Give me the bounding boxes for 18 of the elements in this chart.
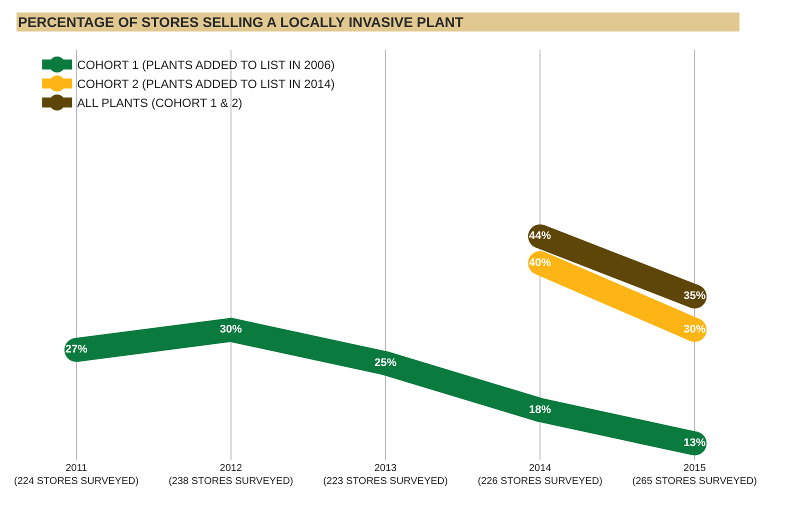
data-label: 13% (684, 437, 706, 450)
data-label: 35% (684, 290, 706, 302)
legend-label: ALL PLANTS (COHORT 1 & 2) (77, 96, 242, 110)
legend-label: COHORT 1 (PLANTS ADDED TO LIST IN 2006) (77, 58, 335, 72)
data-label: 25% (374, 357, 397, 370)
legend-label: COHORT 2 (PLANTS ADDED TO LIST IN 2014) (77, 77, 335, 92)
x-tick-label: 2013 (223 STORES SURVEYED) (323, 463, 448, 487)
x-tick-label: 2011 (224 STORES SURVEYED) (14, 463, 139, 487)
x-tick-label: 2015 (265 STORES SURVEYED) (632, 463, 757, 487)
chart-title: PERCENTAGE OF STORES SELLING A LOCALLY INVASIVE PLANT (18, 14, 464, 30)
data-label: 30% (684, 324, 706, 336)
data-label: 40% (529, 256, 552, 269)
x-tick-label: 2014 (226 STORES SURVEYED) (478, 463, 602, 487)
data-label: 27% (65, 344, 88, 356)
data-label: 18% (529, 404, 552, 416)
x-tick-label: 2012 (238 STORES SURVEYED) (168, 463, 294, 487)
data-label: 44% (529, 230, 552, 242)
data-label: 30% (220, 324, 242, 336)
